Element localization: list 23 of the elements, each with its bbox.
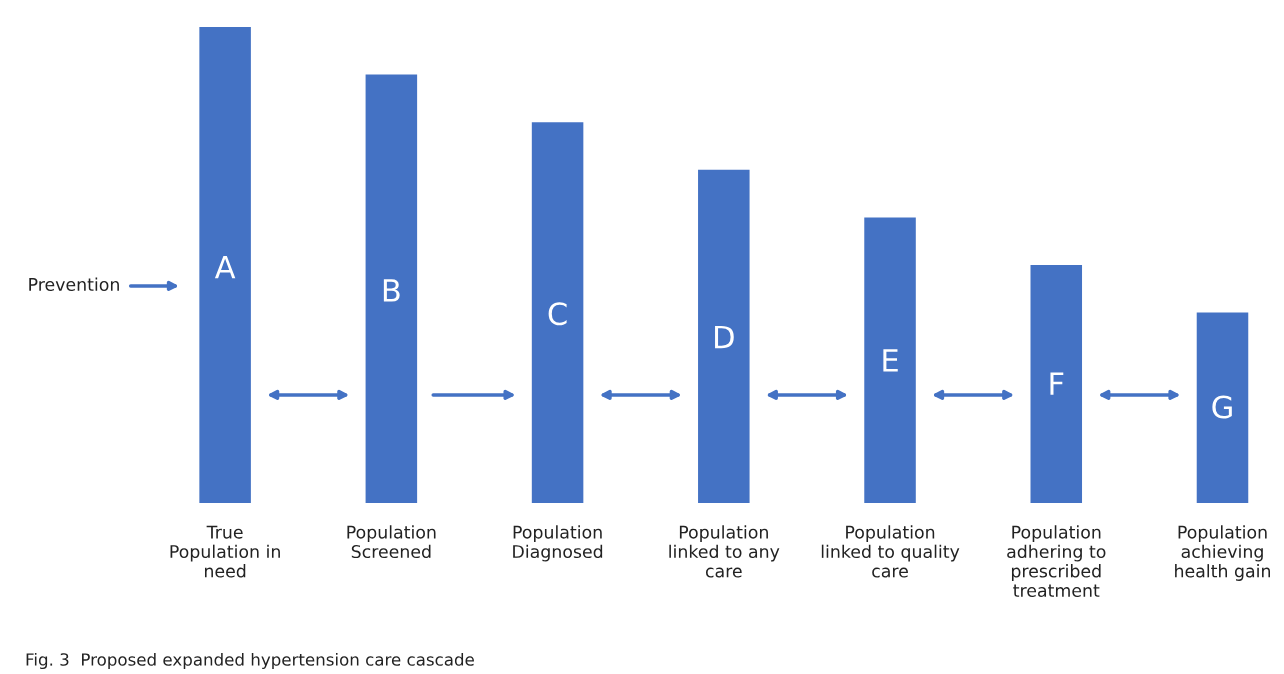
- annotation: G: [1212, 395, 1232, 419]
- annotation: C: [548, 302, 567, 326]
- bar: [864, 217, 916, 504]
- bar: [1196, 312, 1249, 504]
- bar: [531, 122, 584, 504]
- annotation: D: [715, 325, 734, 349]
- bar: [698, 169, 750, 504]
- x-tick-label: Population Screened: [347, 525, 436, 559]
- x-tick-label: Population adhering to prescribed treatment: [1007, 525, 1106, 597]
- bar: [1030, 264, 1083, 504]
- x-tick-label: Population achieving health gain: [1175, 525, 1270, 581]
- x-tick-label: Population Diagnosed: [513, 525, 603, 562]
- x-tick-label: True Population in need: [170, 525, 280, 578]
- annotation: F: [1050, 372, 1064, 395]
- x-tick-label: Population linked to quality care: [821, 525, 960, 578]
- bar: [199, 26, 251, 504]
- x-tick-label: Population linked to any care: [669, 525, 780, 578]
- text: Prevention: [29, 277, 119, 291]
- annotation: E: [883, 349, 898, 372]
- bar: [365, 74, 418, 504]
- annotation: B: [383, 279, 400, 302]
- annotation: A: [214, 255, 236, 279]
- caption: Fig. 3 Proposed expanded hypertension care cascade: [26, 652, 474, 670]
